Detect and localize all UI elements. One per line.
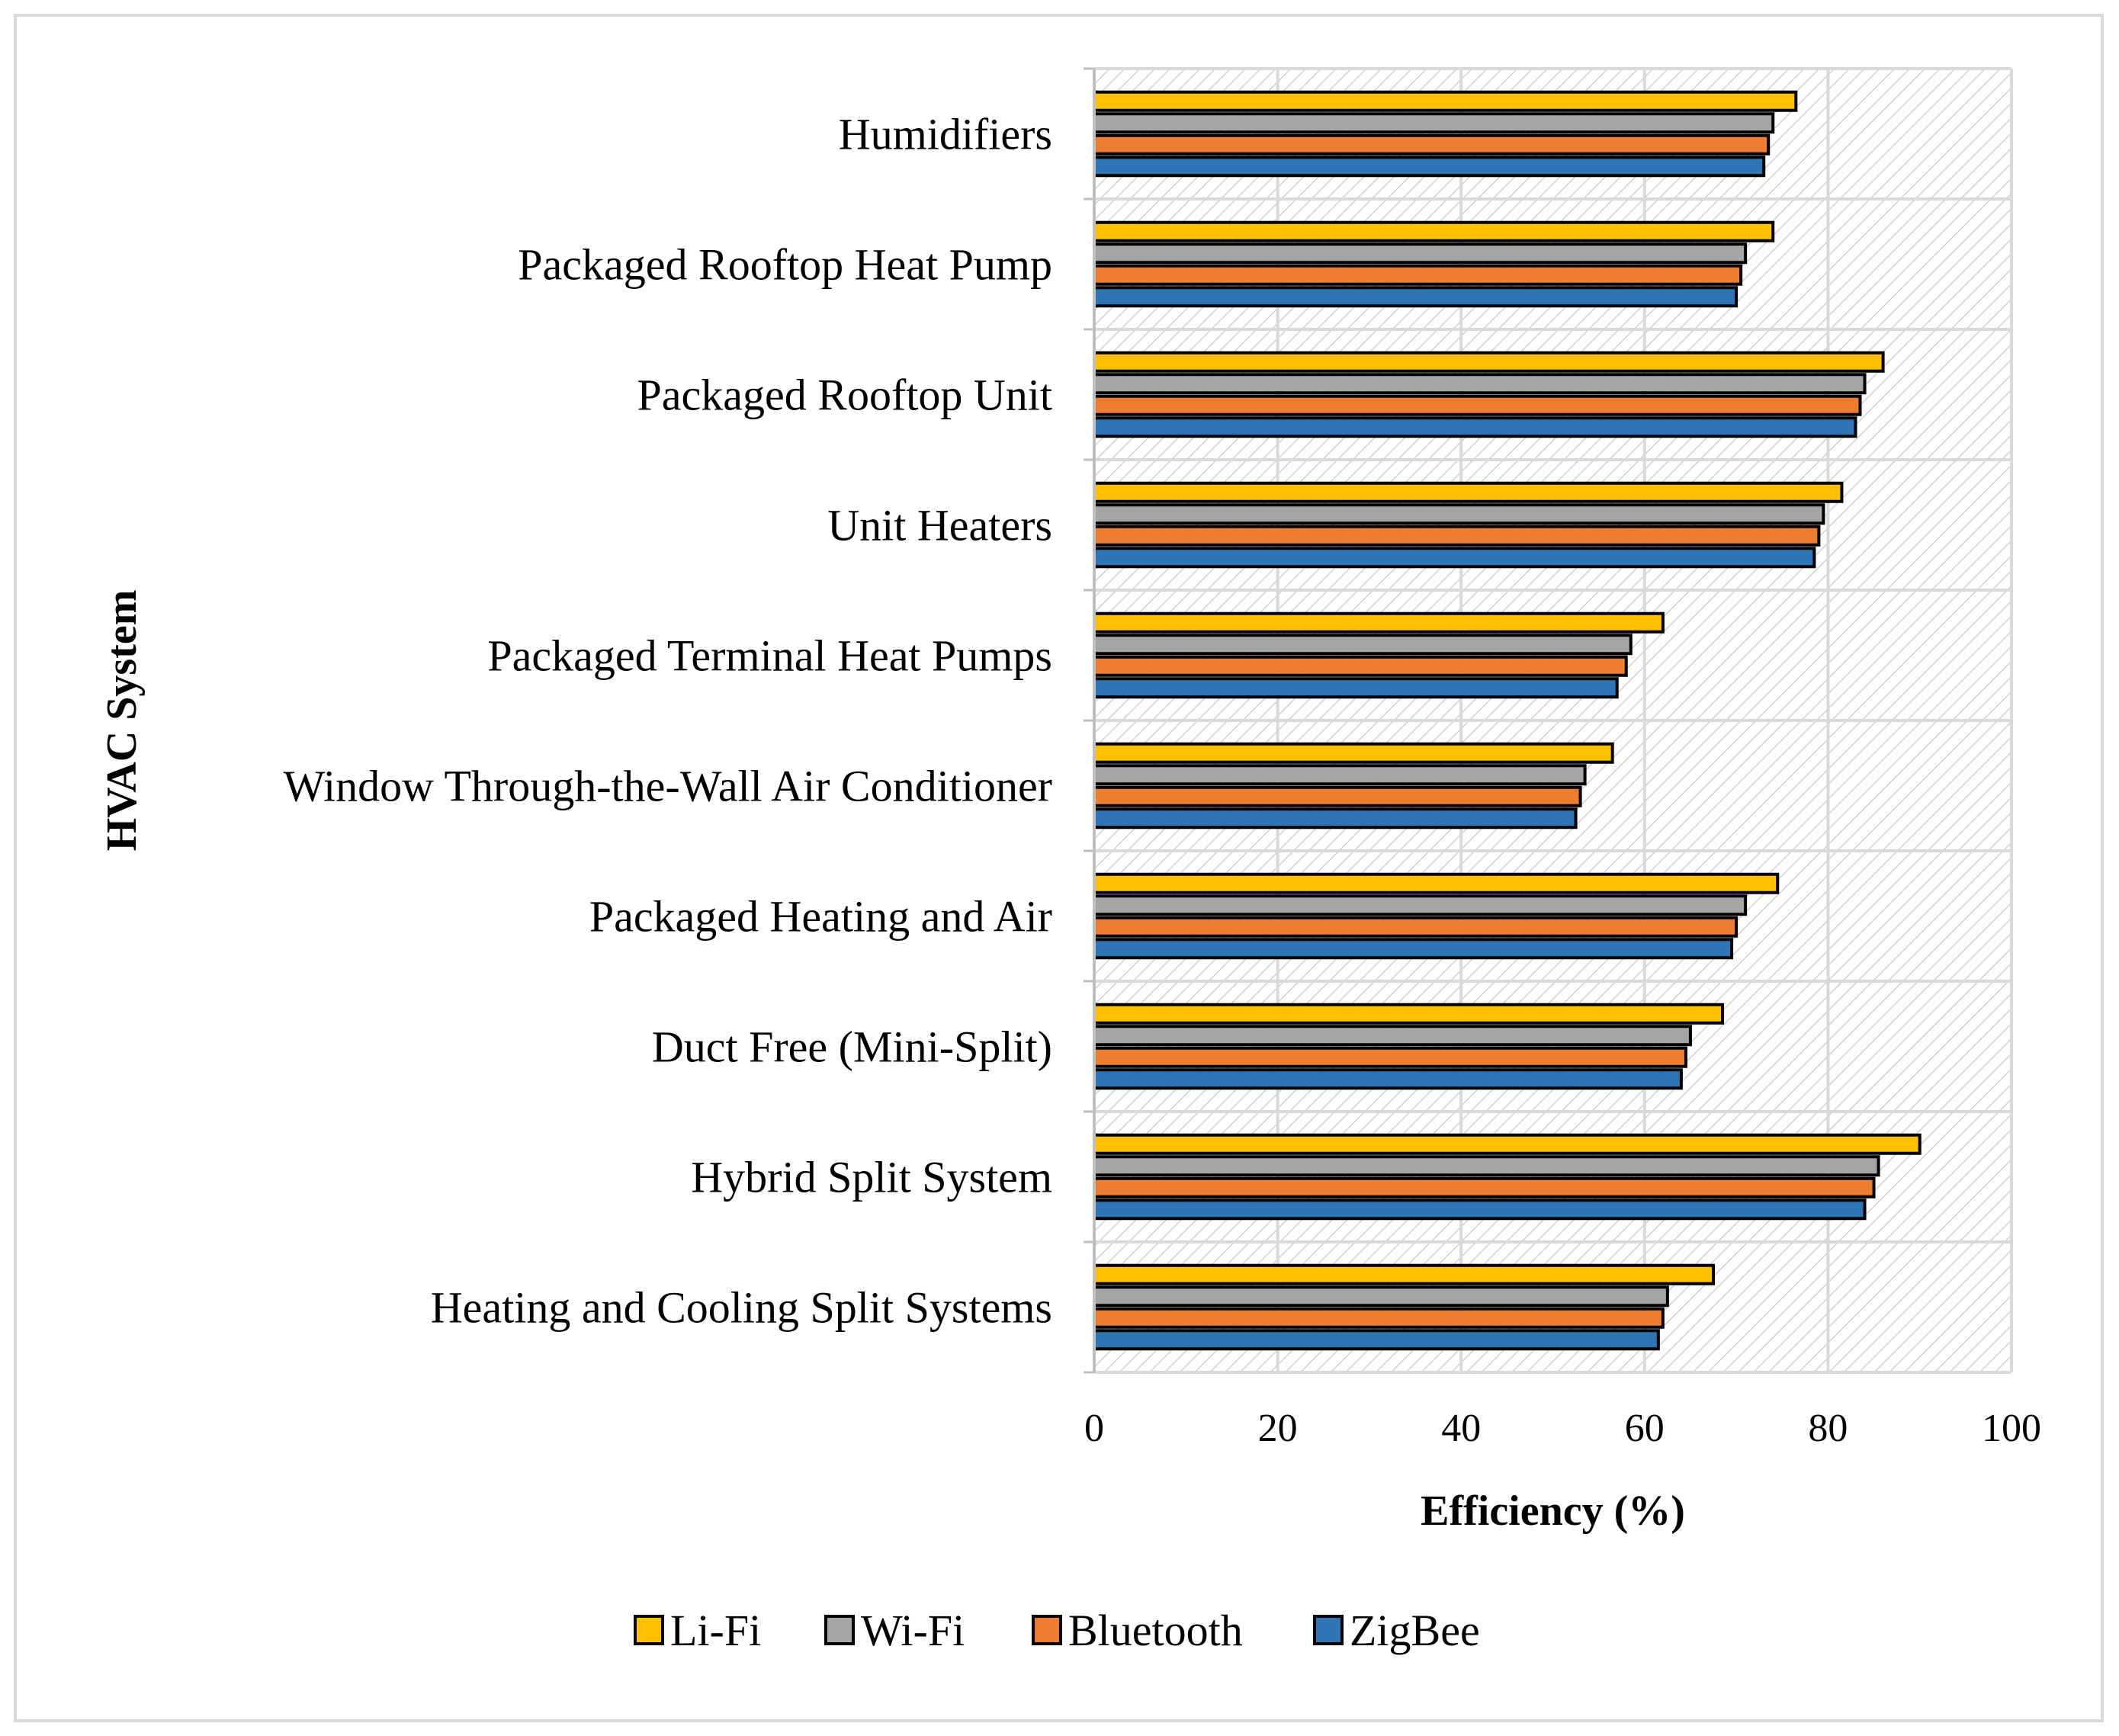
bar-wi-fi [1093, 1025, 1692, 1047]
category-label: Humidifiers [839, 110, 1052, 159]
category-label: Unit Heaters [827, 501, 1052, 550]
category-label: Packaged Rooftop Unit [637, 371, 1052, 420]
bar-bluetooth [1093, 655, 1628, 677]
bar-wi-fi [1093, 503, 1825, 525]
legend-label: Bluetooth [1068, 1606, 1243, 1655]
bar-zigbee [1093, 547, 1816, 569]
x-tick-label: 0 [1084, 1407, 1104, 1450]
bar-bluetooth [1093, 1046, 1687, 1068]
bar-wi-fi [1093, 634, 1633, 656]
bar-zigbee [1093, 807, 1578, 829]
bar-wi-fi [1093, 1285, 1669, 1308]
bar-wi-fi [1093, 242, 1748, 265]
bar-zigbee [1093, 677, 1619, 699]
x-tick-label: 40 [1441, 1407, 1481, 1450]
bar-zigbee [1093, 156, 1766, 178]
bar-li-fi [1093, 481, 1844, 503]
category-label: Packaged Rooftop Heat Pump [518, 240, 1052, 290]
bar-wi-fi [1093, 373, 1867, 395]
x-tick-label: 20 [1258, 1407, 1298, 1450]
bar-wi-fi [1093, 112, 1775, 134]
bar-bluetooth [1093, 525, 1821, 547]
bar-bluetooth [1093, 133, 1771, 156]
x-tick-label: 100 [1982, 1407, 2041, 1450]
legend-label: ZigBee [1350, 1606, 1480, 1655]
bar-wi-fi [1093, 764, 1587, 786]
category-label: Packaged Heating and Air [589, 892, 1052, 942]
bar-li-fi [1093, 611, 1665, 634]
legend-swatch-bluetooth [1032, 1615, 1062, 1645]
bar-bluetooth [1093, 264, 1743, 286]
bar-bluetooth [1093, 785, 1582, 807]
category-label: Heating and Cooling Split Systems [431, 1283, 1052, 1333]
bar-li-fi [1093, 1003, 1725, 1025]
category-label: Hybrid Split System [691, 1153, 1052, 1202]
bar-zigbee [1093, 1329, 1660, 1351]
category-label: Duct Free (Mini-Split) [652, 1022, 1052, 1072]
bar-li-fi [1093, 1263, 1716, 1285]
category-label: Window Through-the-Wall Air Conditioner [284, 762, 1052, 811]
bar-zigbee [1093, 1068, 1683, 1090]
x-tick-label: 60 [1625, 1407, 1665, 1450]
bar-zigbee [1093, 416, 1857, 438]
x-axis-title: Efficiency (%) [1421, 1487, 1685, 1535]
bar-bluetooth [1093, 1307, 1665, 1329]
bar-zigbee [1093, 938, 1734, 960]
legend-swatch-li-fi [634, 1615, 664, 1645]
bar-li-fi [1093, 742, 1614, 764]
labels: 0 20 40 60 80 100 Heating and Cooling Split Sy… [98, 110, 2041, 1535]
bar-bluetooth [1093, 916, 1739, 938]
x-tick-label: 80 [1808, 1407, 1848, 1450]
bar-li-fi [1093, 1133, 1922, 1155]
bar-li-fi [1093, 220, 1775, 242]
bars [1093, 90, 1922, 1351]
legend-label: Li-Fi [670, 1606, 761, 1655]
axes [1084, 67, 1096, 1374]
bar-zigbee [1093, 1199, 1867, 1221]
bar-li-fi [1093, 90, 1798, 112]
bar-wi-fi [1093, 894, 1748, 916]
legend-swatch-zigbee [1313, 1615, 1344, 1645]
bar-bluetooth [1093, 394, 1862, 416]
bar-bluetooth [1093, 1176, 1876, 1199]
bar-zigbee [1093, 286, 1739, 308]
legend-label: Wi-Fi [861, 1606, 965, 1655]
gridlines [1093, 67, 2013, 1374]
legend-swatch-wi-fi [824, 1615, 855, 1645]
bar-li-fi [1093, 872, 1780, 894]
category-label: Packaged Terminal Heat Pumps [487, 631, 1052, 681]
legend: Li-Fi Wi-Fi Bluetooth ZigBee [634, 1606, 1480, 1655]
bar-li-fi [1093, 351, 1885, 373]
bar-wi-fi [1093, 1155, 1880, 1177]
y-axis-title: HVAC System [98, 590, 146, 852]
